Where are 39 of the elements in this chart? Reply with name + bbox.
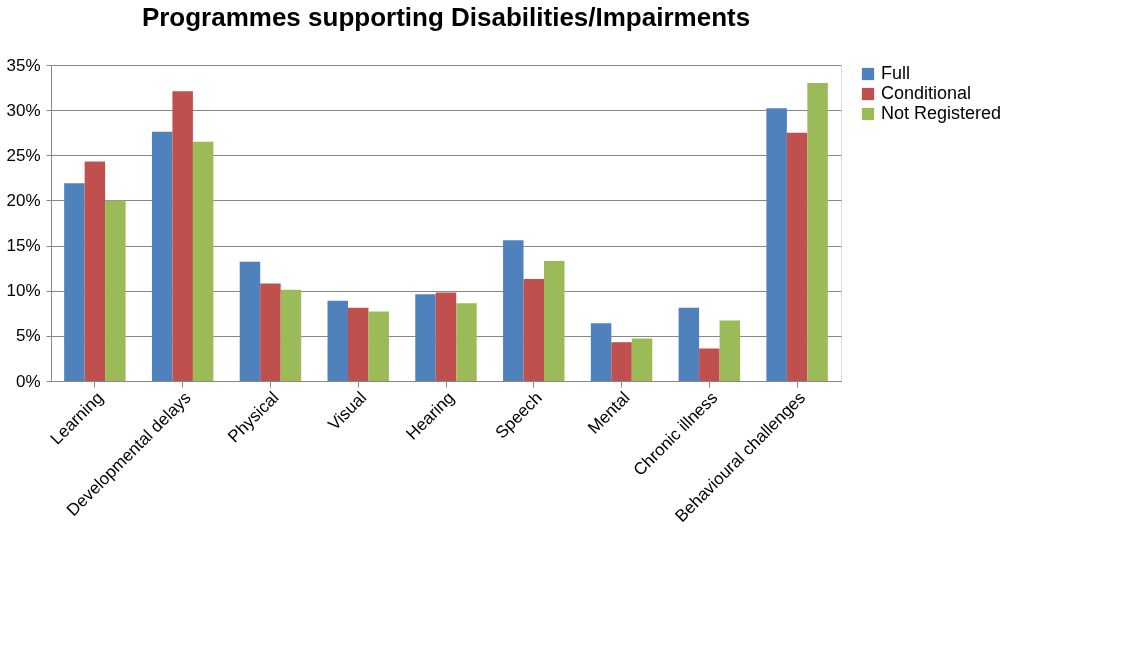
y-tick-label: 5% bbox=[15, 326, 41, 346]
y-tick-label: 35% bbox=[6, 55, 41, 75]
bar bbox=[239, 261, 261, 381]
bar bbox=[327, 300, 348, 381]
bar bbox=[151, 131, 173, 381]
bar bbox=[347, 307, 369, 381]
bar bbox=[280, 289, 302, 381]
y-tick-label: 25% bbox=[6, 145, 41, 165]
bar bbox=[807, 83, 828, 381]
bar bbox=[192, 141, 214, 381]
bar bbox=[503, 240, 524, 381]
bar bbox=[105, 200, 126, 381]
legend-label: Not Registered bbox=[881, 103, 1002, 123]
y-tick-label: 10% bbox=[6, 281, 41, 301]
bar bbox=[368, 311, 389, 381]
bar bbox=[435, 292, 457, 381]
bar bbox=[719, 320, 741, 381]
bar bbox=[611, 342, 632, 381]
y-tick-label: 30% bbox=[6, 100, 41, 120]
bar bbox=[172, 91, 193, 381]
bar bbox=[415, 294, 436, 381]
y-tick-label: 0% bbox=[15, 371, 41, 391]
bar bbox=[84, 161, 106, 381]
bar bbox=[523, 278, 545, 381]
bar bbox=[786, 132, 808, 381]
chart-title: Programmes supporting Disabilities/Impairments bbox=[141, 2, 751, 32]
y-tick-label: 20% bbox=[6, 190, 41, 210]
bar bbox=[544, 260, 565, 381]
y-tick-label: 15% bbox=[6, 236, 41, 256]
legend-label: Conditional bbox=[881, 83, 972, 103]
bar bbox=[590, 323, 612, 381]
bar bbox=[64, 183, 85, 381]
bar bbox=[456, 303, 477, 381]
bar bbox=[699, 348, 720, 381]
bar bbox=[766, 108, 787, 381]
bar bbox=[678, 307, 700, 381]
bar bbox=[260, 283, 281, 381]
bar bbox=[631, 338, 653, 381]
legend-label: Full bbox=[881, 63, 911, 83]
